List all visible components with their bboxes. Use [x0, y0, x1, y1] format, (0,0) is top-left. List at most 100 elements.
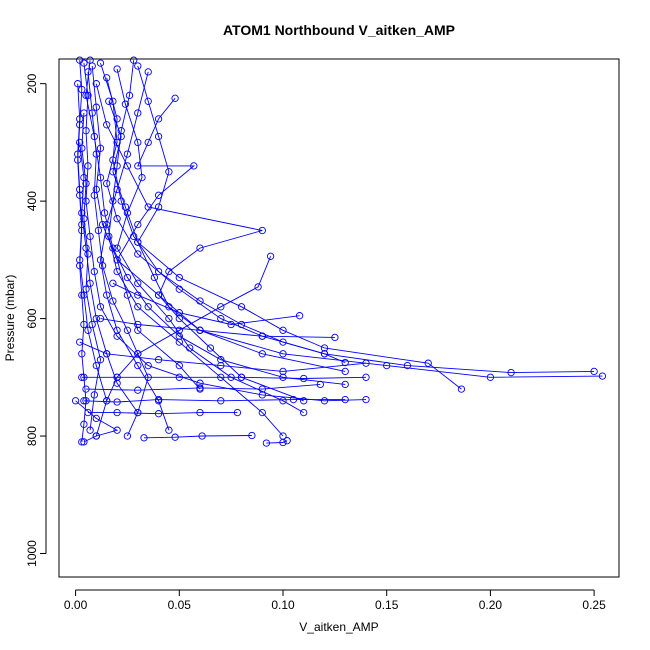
data-point	[117, 127, 125, 135]
data-point	[362, 395, 370, 404]
data-point	[96, 303, 105, 311]
data-point	[113, 65, 121, 73]
data-point	[80, 438, 88, 446]
data-point	[165, 168, 173, 176]
data-point	[144, 97, 152, 105]
data-point	[123, 162, 132, 170]
data-point	[86, 279, 94, 287]
data-point	[316, 380, 324, 389]
data-point	[103, 179, 111, 188]
data-point	[598, 372, 607, 380]
series-1	[80, 59, 370, 405]
data-point	[279, 373, 287, 381]
data-point	[175, 326, 183, 334]
data-point	[109, 279, 117, 287]
data-point	[507, 368, 515, 377]
data-point	[144, 138, 152, 147]
x-tick-label: 0.25	[582, 598, 606, 612]
data-point	[165, 314, 173, 323]
data-point	[196, 297, 204, 305]
data-point	[90, 191, 98, 199]
data-point	[123, 326, 132, 334]
data-point	[76, 115, 84, 123]
data-point	[78, 373, 86, 381]
data-point	[123, 273, 132, 282]
data-point	[134, 138, 142, 147]
data-point	[82, 285, 90, 293]
data-point	[154, 356, 163, 364]
data-point	[105, 232, 113, 241]
data-point	[96, 144, 105, 152]
series-line	[100, 62, 595, 374]
data-point	[130, 232, 138, 241]
data-point	[154, 410, 163, 418]
series-26	[105, 97, 349, 376]
data-point	[96, 173, 105, 182]
series-2	[96, 59, 598, 377]
series-9	[103, 74, 349, 367]
data-point	[289, 395, 298, 404]
data-point	[134, 386, 142, 394]
data-point	[90, 132, 98, 141]
data-point	[196, 408, 204, 417]
data-point	[237, 373, 246, 381]
data-point	[98, 262, 107, 270]
x-axis-label: V_aitken_AMP	[299, 620, 378, 634]
series-line	[83, 399, 346, 403]
x-tick-label: 0.10	[271, 598, 295, 612]
data-point	[190, 162, 198, 170]
y-tick-label: 800	[25, 426, 39, 446]
data-point	[113, 379, 121, 387]
data-point	[175, 373, 183, 381]
data-point	[103, 397, 111, 405]
series-15	[78, 373, 370, 383]
data-point	[175, 361, 183, 370]
x-tick-label: 0.20	[479, 598, 503, 612]
series-line	[81, 112, 101, 431]
data-point	[196, 384, 204, 392]
data-point	[121, 203, 130, 211]
data-point	[144, 361, 152, 370]
data-point	[144, 303, 152, 311]
data-point	[134, 320, 142, 329]
data-point	[217, 303, 225, 311]
data-point	[341, 367, 349, 376]
data-point	[80, 215, 88, 223]
series-line	[108, 60, 284, 437]
data-point	[283, 437, 291, 445]
data-point	[84, 162, 92, 170]
data-point	[94, 226, 103, 235]
data-point	[113, 426, 121, 434]
series-27	[78, 109, 105, 434]
series-12	[105, 56, 287, 440]
y-axis-label: Pressure (mbar)	[3, 275, 17, 362]
data-point	[320, 397, 329, 405]
data-point	[92, 103, 100, 111]
series-18	[140, 431, 256, 442]
data-point	[90, 391, 98, 399]
data-point	[134, 109, 142, 117]
series-line	[91, 65, 603, 378]
data-point	[175, 332, 183, 340]
data-point	[84, 91, 92, 100]
data-point	[134, 250, 142, 258]
series-line	[79, 341, 367, 372]
data-point	[78, 144, 86, 152]
data-point	[113, 267, 121, 276]
data-point	[117, 197, 125, 205]
data-point	[88, 320, 96, 329]
data-point	[117, 132, 125, 141]
data-point	[217, 361, 225, 370]
series-line	[79, 142, 139, 413]
data-point	[134, 291, 142, 299]
data-point	[150, 273, 159, 282]
data-point	[300, 408, 308, 417]
data-point	[486, 373, 495, 381]
data-point	[76, 256, 84, 264]
data-point	[175, 273, 183, 282]
data-point	[279, 326, 287, 334]
data-point	[80, 420, 88, 428]
series-line	[85, 383, 321, 391]
